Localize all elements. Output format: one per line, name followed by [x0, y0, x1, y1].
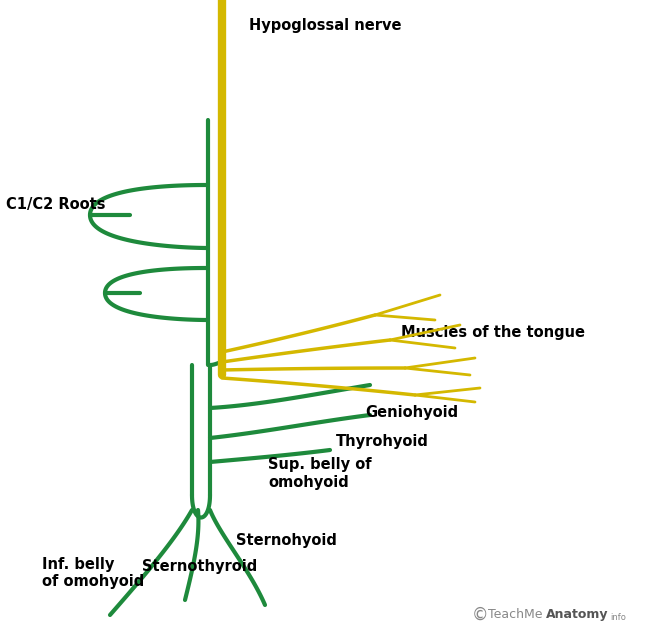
Text: Thyrohyoid: Thyrohyoid [336, 434, 429, 449]
Text: Inf. belly
of omohyoid: Inf. belly of omohyoid [42, 557, 144, 589]
Text: info: info [610, 613, 627, 622]
Text: Hypoglossal nerve: Hypoglossal nerve [249, 18, 401, 33]
Text: Muscles of the tongue: Muscles of the tongue [401, 325, 585, 340]
Text: Anatomy: Anatomy [546, 608, 609, 621]
Text: TeachMe: TeachMe [488, 608, 542, 621]
Text: C1/C2 Roots: C1/C2 Roots [6, 197, 106, 212]
Text: Geniohyoid: Geniohyoid [365, 405, 458, 420]
Text: ©: © [472, 605, 488, 623]
Text: Sternothyroid: Sternothyroid [142, 559, 257, 574]
Text: Sup. belly of
omohyoid: Sup. belly of omohyoid [268, 458, 371, 490]
Text: Sternohyoid: Sternohyoid [236, 533, 337, 548]
